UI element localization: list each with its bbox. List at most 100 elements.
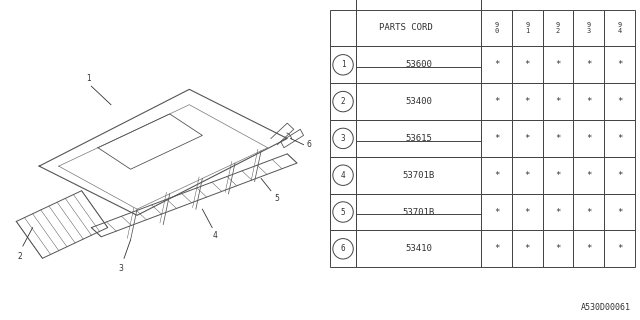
Bar — [481, 120, 512, 157]
Bar — [356, 0, 481, 120]
Bar — [330, 10, 481, 46]
Text: 53400: 53400 — [406, 97, 432, 106]
Bar — [604, 120, 635, 157]
Bar — [543, 83, 573, 120]
Text: *: * — [525, 60, 530, 69]
Bar — [573, 10, 604, 46]
Bar — [573, 157, 604, 194]
Text: *: * — [617, 207, 622, 217]
Text: *: * — [556, 244, 561, 253]
Bar — [356, 46, 481, 83]
Bar — [330, 194, 356, 230]
Text: 2: 2 — [17, 252, 22, 261]
Text: 53701B: 53701B — [403, 207, 435, 217]
Bar — [512, 120, 543, 157]
Bar — [481, 10, 512, 46]
Text: *: * — [586, 60, 591, 69]
Bar — [356, 83, 481, 120]
Bar — [604, 46, 635, 83]
Bar — [573, 83, 604, 120]
Bar — [356, 0, 481, 46]
Bar — [512, 230, 543, 267]
Bar — [356, 194, 481, 230]
Text: *: * — [525, 244, 530, 253]
Text: *: * — [586, 207, 591, 217]
Text: *: * — [525, 97, 530, 106]
Bar — [604, 157, 635, 194]
Text: 2: 2 — [340, 97, 346, 106]
Text: *: * — [494, 171, 499, 180]
Text: 5: 5 — [274, 194, 279, 203]
Bar — [481, 157, 512, 194]
Text: *: * — [525, 207, 530, 217]
Bar — [604, 230, 635, 267]
Bar — [543, 46, 573, 83]
Text: 9
4: 9 4 — [618, 22, 621, 34]
Bar — [573, 230, 604, 267]
Text: 3: 3 — [118, 264, 124, 274]
Bar — [573, 194, 604, 230]
Bar — [573, 120, 604, 157]
Bar — [543, 194, 573, 230]
Text: 9
2: 9 2 — [556, 22, 560, 34]
Text: *: * — [494, 134, 499, 143]
Bar — [330, 157, 356, 194]
Text: *: * — [494, 97, 499, 106]
Bar — [330, 83, 356, 120]
Bar — [330, 46, 356, 83]
Text: A530D00061: A530D00061 — [580, 303, 630, 312]
Text: *: * — [556, 207, 561, 217]
Text: 4: 4 — [340, 171, 346, 180]
Bar — [356, 120, 481, 157]
Text: *: * — [586, 171, 591, 180]
Bar — [356, 230, 481, 267]
Text: *: * — [586, 97, 591, 106]
Text: *: * — [617, 244, 622, 253]
Text: 53410: 53410 — [406, 244, 432, 253]
Bar — [512, 46, 543, 83]
Text: *: * — [617, 97, 622, 106]
Bar — [481, 230, 512, 267]
Bar — [481, 46, 512, 83]
Bar — [543, 157, 573, 194]
Text: *: * — [617, 134, 622, 143]
Text: 4: 4 — [213, 231, 218, 240]
Bar — [604, 194, 635, 230]
Text: *: * — [556, 60, 561, 69]
Text: *: * — [556, 171, 561, 180]
Text: 1: 1 — [340, 60, 346, 69]
Text: *: * — [494, 207, 499, 217]
Text: PARTS CORD: PARTS CORD — [379, 23, 432, 33]
Text: *: * — [556, 134, 561, 143]
Text: 6: 6 — [307, 140, 312, 149]
Text: 9
1: 9 1 — [525, 22, 529, 34]
Bar — [573, 46, 604, 83]
Bar — [356, 214, 481, 230]
Text: 53701B: 53701B — [403, 171, 435, 180]
Text: 9
3: 9 3 — [587, 22, 591, 34]
Bar — [356, 141, 481, 194]
Bar — [330, 230, 356, 267]
Bar — [543, 10, 573, 46]
Bar — [543, 120, 573, 157]
Text: *: * — [586, 134, 591, 143]
Text: 6: 6 — [340, 244, 346, 253]
Text: 3: 3 — [340, 134, 346, 143]
Bar — [543, 230, 573, 267]
Text: 1: 1 — [86, 74, 90, 83]
Bar — [356, 157, 481, 194]
Text: 9
0: 9 0 — [495, 22, 499, 34]
Bar — [512, 10, 543, 46]
Text: *: * — [525, 134, 530, 143]
Bar — [481, 194, 512, 230]
Text: 53600: 53600 — [406, 60, 432, 69]
Text: *: * — [494, 244, 499, 253]
Bar — [356, 0, 481, 83]
Text: 53615: 53615 — [406, 134, 432, 143]
Bar — [604, 10, 635, 46]
Text: *: * — [525, 171, 530, 180]
Bar — [356, 67, 481, 157]
Bar — [512, 157, 543, 194]
Text: *: * — [617, 60, 622, 69]
Bar — [512, 83, 543, 120]
